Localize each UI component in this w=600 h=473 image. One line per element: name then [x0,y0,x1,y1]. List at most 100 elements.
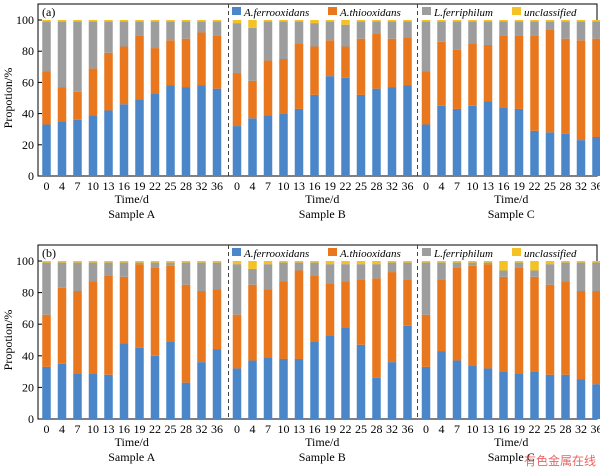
x-tick-label: 0 [234,179,240,193]
bar-segment [561,38,570,134]
bar-segment [135,262,144,265]
bar-segment [403,20,412,22]
bar-segment [248,268,257,285]
bar-segment [545,29,555,133]
bar-segment [181,262,191,285]
bar-segment [279,281,288,359]
bar-segment [387,362,397,419]
bar-segment [545,21,555,30]
bar-segment [341,77,350,176]
bar-segment [294,20,304,22]
y-tick-label: 40 [22,107,34,121]
bar-segment [468,43,477,106]
bar-segment [212,289,222,350]
y-tick-label: 0 [28,169,34,183]
bar-segment [437,351,446,419]
bar-segment [437,105,446,176]
y-tick-label: 20 [22,380,34,394]
bar-segment [212,261,222,263]
bar-segment [181,261,191,263]
bar-segment [530,21,539,36]
bar-segment [561,21,570,39]
bar-segment [73,21,82,92]
x-tick-label: 36 [402,179,414,193]
bar-segment [294,358,304,419]
bar-segment [514,21,524,36]
legend-label: L.ferriphilum [433,7,493,19]
x-tick-label: 22 [529,422,541,436]
x-tick-label: 36 [402,422,414,436]
bar-segment [88,115,98,176]
bar-segment [73,262,82,292]
bar-segment [452,262,462,268]
legend-swatch [328,248,337,256]
bar-segment [279,262,288,282]
bar-segment [88,281,98,374]
bar-segment [279,358,288,419]
bar-segment [310,262,319,276]
bar-segment [57,87,67,122]
bar-segment [576,21,586,41]
bar-segment [57,363,67,419]
bar-segment [372,377,381,419]
x-tick-label: 4 [59,422,65,436]
y-tick-label: 60 [22,75,34,89]
bar-segment [279,21,288,60]
bar-segment [325,40,335,77]
bar-segment [104,20,113,22]
legend-swatch [232,248,241,256]
bar-segment [57,262,67,288]
x-tick-label: 13 [103,179,115,193]
x-tick-label: 7 [454,179,460,193]
x-tick-label: 16 [498,179,510,193]
bar-segment [561,262,570,282]
bar-segment [263,21,273,61]
bar-segment [197,262,206,292]
legend-swatch [512,7,521,15]
bar-segment [576,40,586,141]
bar-segment [468,20,477,22]
bar-segment [197,261,206,263]
group-label: Sample C [488,450,535,464]
bar-segment [212,349,222,419]
bar-segment [88,261,98,263]
bar-segment [119,276,129,344]
bar-segment [104,261,113,263]
bar-segment [421,21,431,72]
x-tick-label: 19 [134,179,146,193]
bar-segment [166,341,175,419]
bar-segment [514,373,524,419]
bar-segment [325,261,335,265]
x-tick-label: 10 [467,422,479,436]
bar-segment [592,261,600,263]
bar-segment [325,21,335,41]
bar-segment [421,20,431,22]
legend-label: A.thiooxidans [339,248,401,260]
x-tick-label: 19 [513,422,525,436]
x-tick-label: 13 [103,422,115,436]
legend-swatch [328,7,337,15]
bar-segment [232,314,242,369]
bar-segment [530,20,539,22]
bar-segment [119,46,129,105]
x-tick-label: 7 [265,179,271,193]
x-tick-label: 25 [165,422,177,436]
bar-segment [57,287,67,364]
bar-segment [42,314,51,367]
x-tick-label: 36 [591,422,600,436]
bar-segment [387,272,397,363]
bar-segment [499,107,508,176]
bar-segment [166,20,175,22]
bar-segment [150,20,160,22]
bar-segment [387,21,397,39]
bar-segment [73,119,82,176]
x-axis-label: Time/d [305,192,339,206]
bar-segment [310,23,319,47]
bar-segment [483,261,493,263]
bar-segment [181,20,191,22]
bar-segment [310,275,319,342]
bar-segment [452,20,462,22]
